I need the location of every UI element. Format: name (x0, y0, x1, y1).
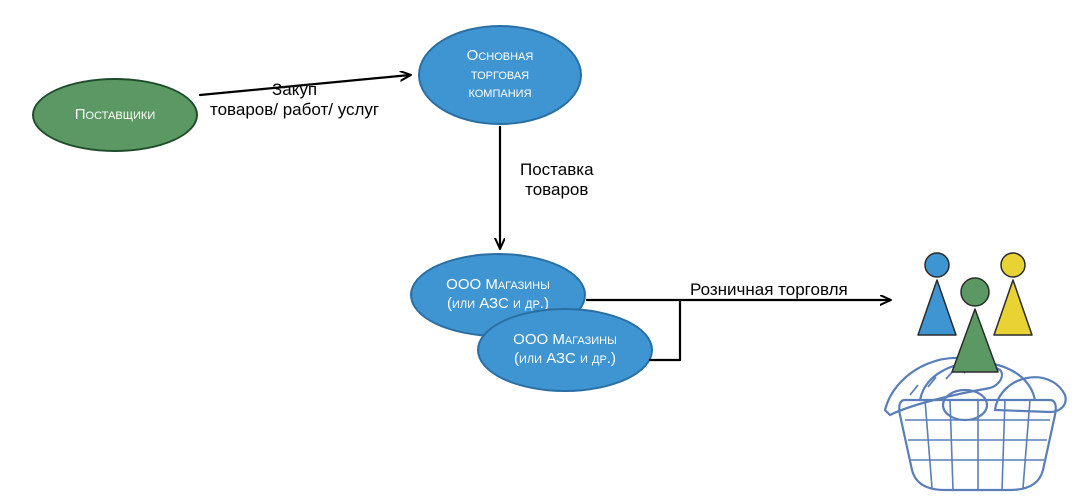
edge-label-purchase: Закуптоваров/ работ/ услуг (210, 80, 379, 121)
basket-icon (885, 358, 1066, 490)
node-suppliers: Поставщики (32, 78, 198, 152)
node-main-company-label: Основнаяторговаякомпания (463, 43, 538, 107)
edge-label-delivery: Поставкатоваров (520, 160, 594, 201)
node-main-company: Основнаяторговаякомпания (418, 25, 582, 125)
node-suppliers-label: Поставщики (71, 102, 159, 129)
node-store-2: ООО Магазины(или АЗС и др.) (477, 308, 653, 392)
people-icon (918, 253, 1032, 372)
arrow-retail (650, 300, 890, 360)
node-store-2-label: ООО Магазины(или АЗС и др.) (509, 327, 621, 373)
edge-label-retail: Розничная торговля (690, 280, 848, 300)
consumers-illustration (885, 253, 1066, 490)
